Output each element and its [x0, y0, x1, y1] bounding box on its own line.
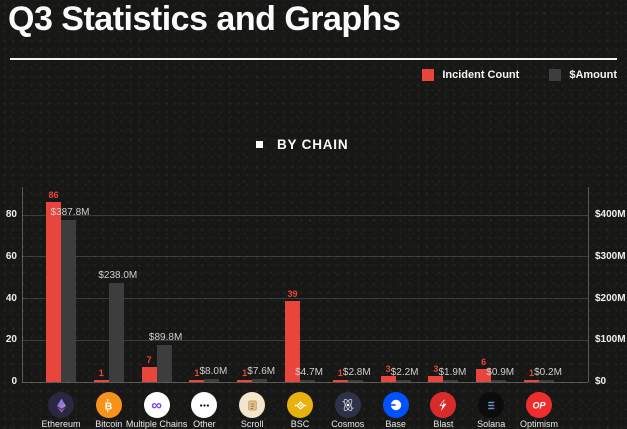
incident-count-swatch — [422, 69, 435, 81]
amount-bar-bitcoin — [108, 282, 124, 382]
left-axis-tick: 40 — [5, 292, 17, 304]
amount-label: $0.2M — [534, 367, 562, 378]
svg-text:B: B — [105, 400, 113, 412]
chart-legend: Incident Count $Amount — [422, 69, 617, 81]
amount-label: $1.9M — [438, 367, 467, 378]
square-bullet-icon — [256, 141, 263, 148]
right-axis-tick: $0 — [595, 376, 607, 387]
amount-label: $8.0M — [199, 365, 228, 377]
amount-bar-solana — [491, 380, 507, 382]
right-plot-border — [588, 187, 589, 382]
incident-bar-cosmos — [332, 379, 348, 382]
chain-label-other: Other — [193, 419, 216, 429]
bsc-icon — [287, 392, 313, 418]
gridline — [22, 339, 588, 341]
amount-label: $7.6M — [247, 365, 276, 377]
chain-label-scroll: Scroll — [240, 419, 264, 429]
amount-label: $2.8M — [342, 367, 371, 378]
amount-bar-ethereum — [61, 220, 76, 382]
title-divider — [10, 58, 617, 60]
incident-bar-blast — [428, 375, 444, 382]
x-axis-line — [22, 382, 588, 383]
amount-bar-other — [204, 378, 220, 382]
incident-count-label: 1 — [337, 367, 343, 378]
amount-bar-bsc — [300, 380, 315, 382]
incident-bar-other — [189, 379, 205, 382]
base-icon — [382, 392, 409, 418]
left-axis-tick: 0 — [11, 376, 17, 387]
blast-icon — [430, 392, 457, 418]
incident-count-label: 3 — [385, 363, 391, 374]
incident-count-label: 1 — [242, 367, 248, 378]
amount-label: $2.2M — [390, 367, 419, 378]
right-axis-tick: $100M — [595, 334, 626, 346]
amount-label: $89.8M — [148, 331, 183, 343]
incident-bar-bsc — [285, 300, 300, 382]
ethereum-icon — [48, 392, 74, 418]
incident-count-label: 1 — [528, 367, 535, 378]
incident-count-label: 86 — [48, 190, 59, 201]
chain-label-optimism: Optimism — [520, 419, 558, 429]
amount-bar-blast — [443, 380, 459, 382]
incident-count-label: 1 — [194, 367, 200, 378]
incident-bar-scroll — [237, 379, 253, 382]
amount-label: $0.9M — [486, 367, 515, 378]
chain-label-multiple-chains: Multiple Chains — [125, 419, 188, 429]
amount-bar-multiple-chains — [156, 344, 172, 382]
right-axis-tick: $400M — [595, 209, 626, 220]
amount-swatch — [549, 69, 562, 81]
left-axis-tick: 80 — [5, 209, 17, 220]
chart-section-title: BY CHAIN — [256, 137, 348, 152]
chain-label-base: Base — [385, 419, 406, 429]
chain-label-ethereum: Ethereum — [41, 419, 81, 429]
right-axis-tick: $200M — [595, 292, 626, 304]
amount-label: $4.7M — [295, 367, 323, 378]
incident-count-label: 3 — [433, 363, 439, 374]
chain-label-solana: Solana — [477, 419, 506, 429]
chain-label-bitcoin: Bitcoin — [95, 419, 123, 429]
left-plot-border — [22, 187, 23, 382]
other-icon — [191, 392, 218, 418]
legend-item-amount: $Amount — [549, 69, 617, 81]
chain-label-blast: Blast — [433, 419, 454, 429]
amount-label: $238.0M — [98, 269, 138, 281]
gridline — [22, 214, 588, 216]
amount-label: $387.8M — [50, 207, 90, 219]
multiple-chains-icon-glyph: ∞ — [151, 396, 162, 414]
incident-count-label: 1 — [98, 367, 104, 378]
incident-count-label: 39 — [287, 288, 298, 299]
multiple-chains-icon: ∞ — [143, 392, 170, 418]
incident-count-label: 7 — [146, 355, 152, 366]
page-title: Q3 Statistics and Graphs — [8, 0, 401, 38]
legend-label: Incident Count — [442, 69, 520, 81]
incident-bar-bitcoin — [93, 379, 109, 382]
scroll-icon — [239, 392, 266, 418]
bitcoin-icon: B — [95, 392, 122, 418]
incident-bar-optimism — [524, 379, 539, 382]
section-title-text: BY CHAIN — [277, 137, 349, 152]
cosmos-icon — [334, 392, 361, 418]
gridline — [22, 256, 588, 258]
legend-label: $Amount — [569, 69, 617, 81]
legend-item-incident-count: Incident Count — [422, 69, 519, 81]
incident-bar-multiple-chains — [141, 367, 157, 382]
amount-bar-scroll — [252, 378, 268, 382]
amount-bar-cosmos — [347, 380, 363, 382]
amount-bar-base — [395, 380, 411, 382]
incident-bar-base — [380, 375, 396, 382]
left-axis-tick: 60 — [5, 250, 17, 262]
incident-bar-solana — [476, 369, 492, 382]
incident-bar-ethereum — [46, 202, 61, 382]
amount-bar-optimism — [539, 380, 554, 382]
gridline — [22, 298, 588, 299]
chain-label-cosmos: Cosmos — [331, 419, 365, 429]
chain-label-bsc: BSC — [290, 419, 310, 429]
right-axis-tick: $300M — [595, 250, 626, 262]
incident-count-label: 6 — [481, 357, 487, 368]
svg-text:OP: OP — [532, 400, 546, 410]
solana-icon — [478, 392, 505, 418]
optimism-icon: OP — [526, 392, 552, 418]
left-axis-tick: 20 — [5, 334, 17, 346]
